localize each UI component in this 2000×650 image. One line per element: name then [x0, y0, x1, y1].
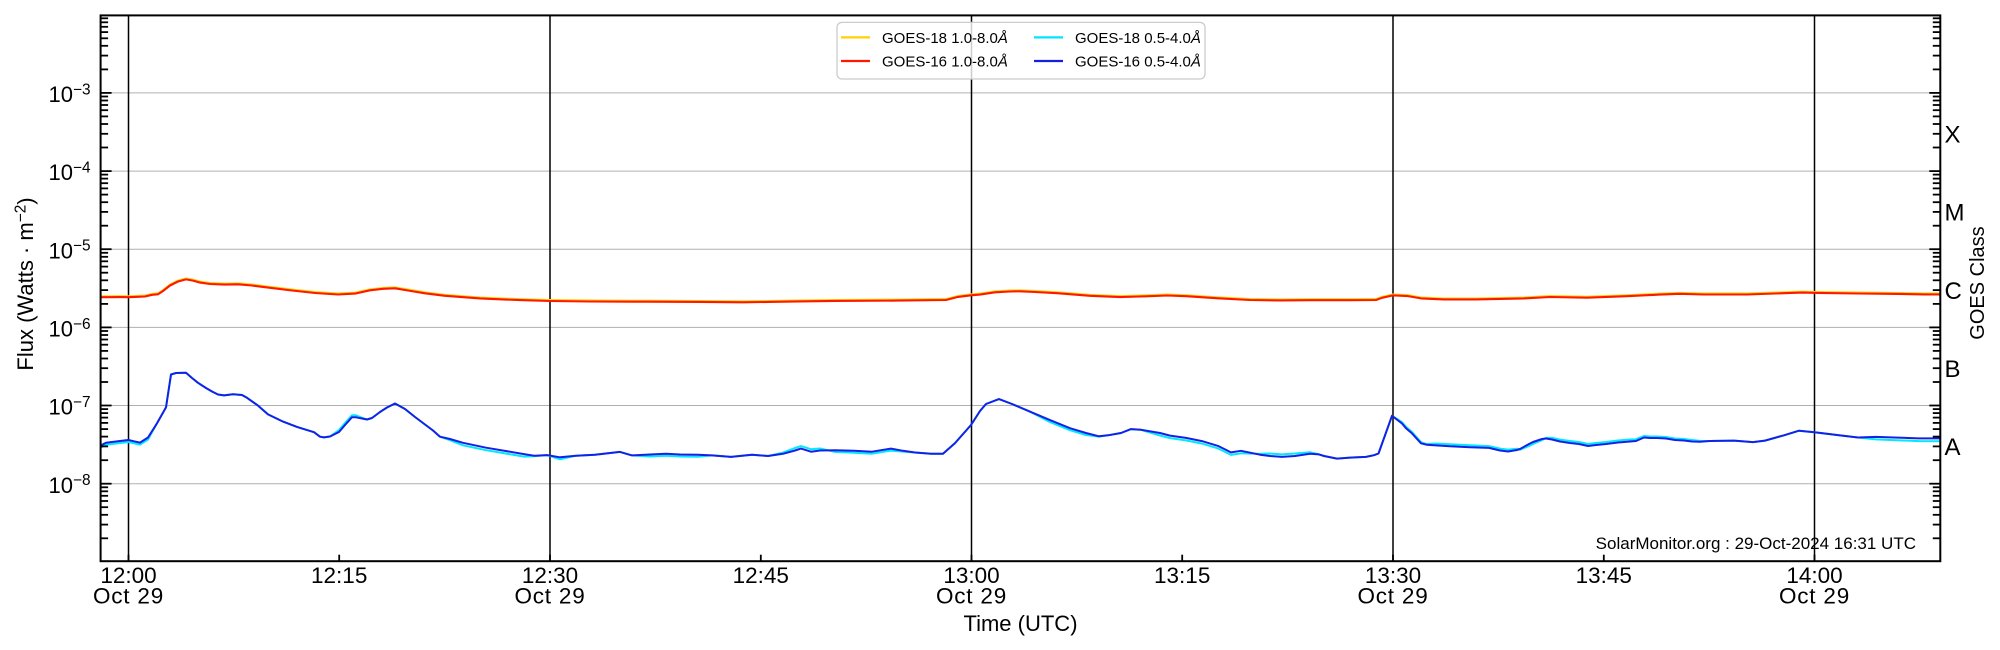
svg-text:12:15: 12:15 — [311, 563, 367, 588]
svg-text:12:00: 12:00 — [100, 563, 156, 588]
svg-text:A: A — [1945, 434, 1961, 461]
svg-text:Oct 29: Oct 29 — [1357, 584, 1428, 609]
svg-text:C: C — [1945, 278, 1962, 305]
svg-text:12:45: 12:45 — [733, 563, 789, 588]
svg-text:14:00: 14:00 — [1786, 563, 1842, 588]
svg-text:M: M — [1945, 200, 1965, 227]
svg-text:12:30: 12:30 — [522, 563, 578, 588]
svg-text:13:15: 13:15 — [1154, 563, 1210, 588]
svg-text:GOES-18 1.0-8.0Å: GOES-18 1.0-8.0Å — [882, 30, 1008, 47]
svg-text:X: X — [1945, 122, 1961, 149]
svg-text:13:00: 13:00 — [943, 563, 999, 588]
svg-text:Oct 29: Oct 29 — [514, 584, 585, 609]
svg-text:Time (UTC): Time (UTC) — [963, 611, 1077, 636]
svg-text:10−8: 10−8 — [49, 472, 91, 498]
svg-text:GOES-16 0.5-4.0Å: GOES-16 0.5-4.0Å — [1075, 54, 1201, 71]
svg-text:GOES Class: GOES Class — [1967, 226, 1989, 339]
svg-text:GOES-16 1.0-8.0Å: GOES-16 1.0-8.0Å — [882, 54, 1008, 71]
svg-text:13:45: 13:45 — [1576, 563, 1632, 588]
svg-text:SolarMonitor.org : 29-Oct-2024: SolarMonitor.org : 29-Oct-2024 16:31 UTC — [1596, 534, 1916, 553]
svg-text:13:30: 13:30 — [1365, 563, 1421, 588]
svg-text:B: B — [1945, 356, 1961, 383]
svg-text:Flux (Watts · m−2): Flux (Watts · m−2) — [12, 197, 38, 370]
svg-text:Oct 29: Oct 29 — [936, 584, 1007, 609]
svg-text:GOES-18 0.5-4.0Å: GOES-18 0.5-4.0Å — [1075, 30, 1201, 47]
svg-text:Oct 29: Oct 29 — [93, 584, 164, 609]
svg-text:Oct 29: Oct 29 — [1779, 584, 1850, 609]
